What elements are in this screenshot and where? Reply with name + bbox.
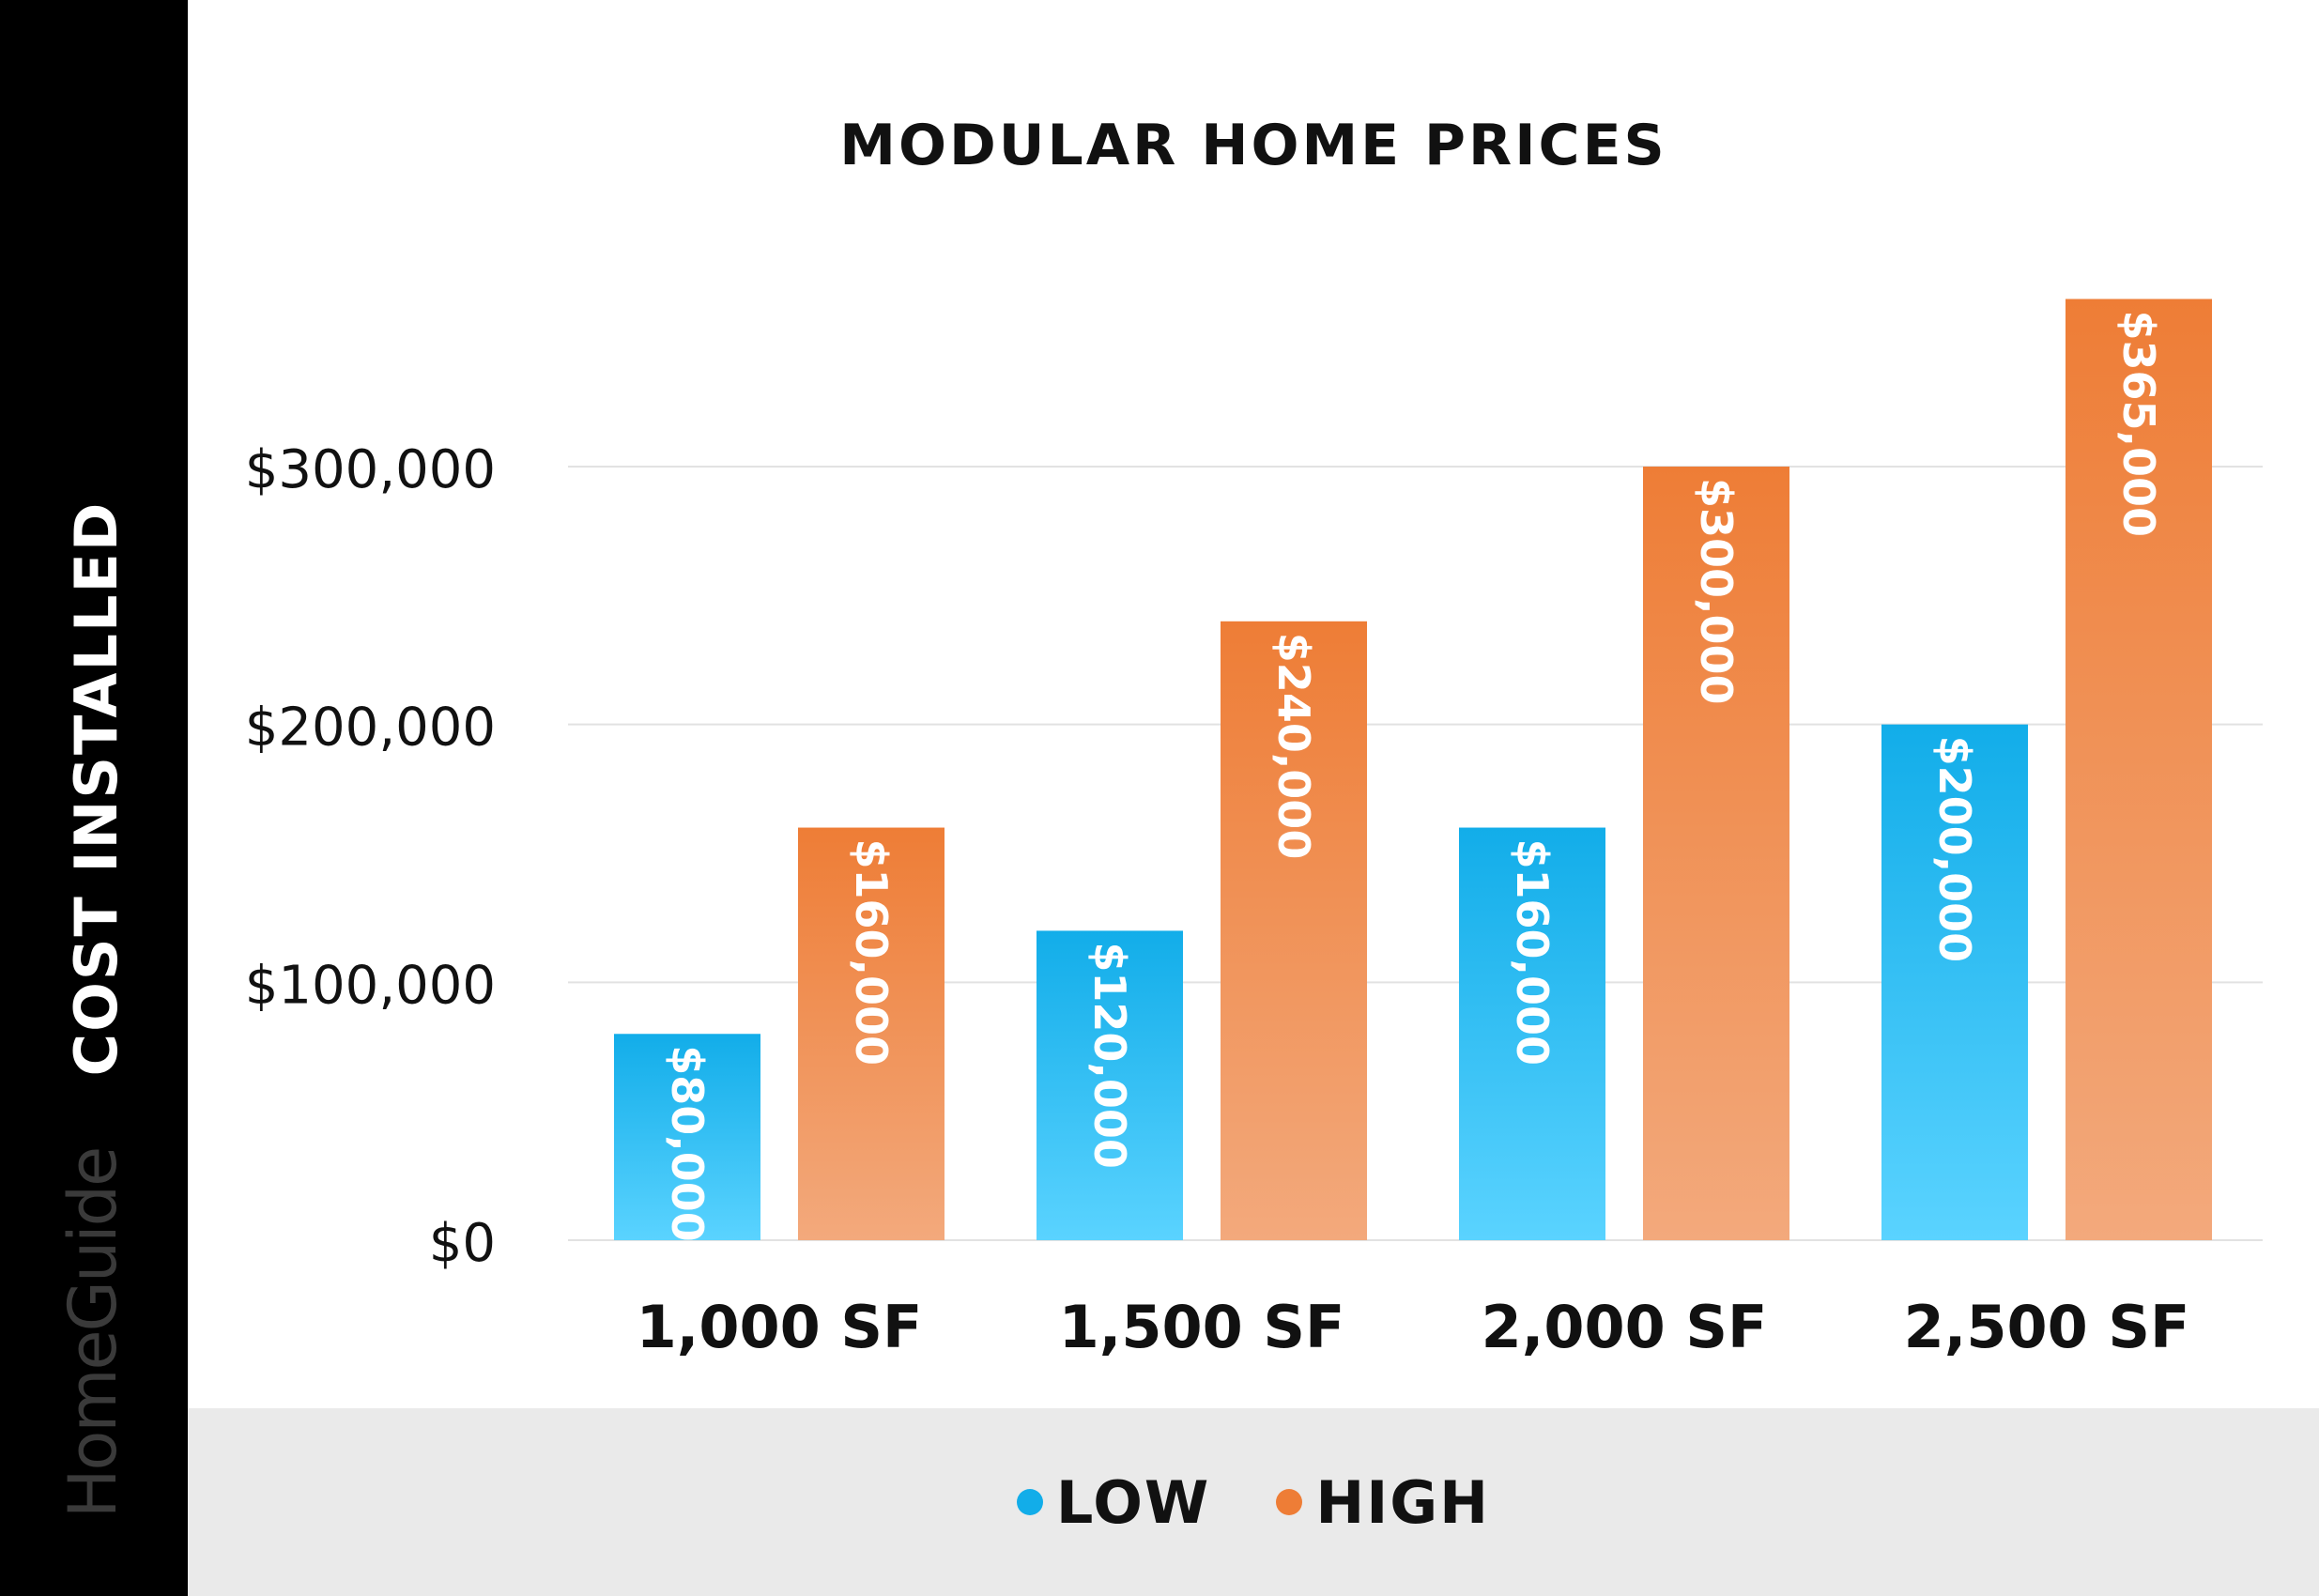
y-tick-label: $0 bbox=[429, 1213, 496, 1274]
x-tick-labels: 1,000 SF 1,500 SF 2,000 SF 2,500 SF bbox=[637, 1293, 2190, 1361]
legend-item-low: LOW bbox=[1016, 1467, 1211, 1537]
legend-label: HIGH bbox=[1315, 1467, 1491, 1537]
bar-value-label: $200,000 bbox=[1929, 736, 1980, 963]
bar-value-label: $160,000 bbox=[1507, 839, 1558, 1067]
chart-plot: $0 $100,000 $200,000 $300,000 $80,000 $160,0… bbox=[245, 299, 2263, 1361]
bar-high bbox=[1643, 467, 1789, 1240]
legend: LOW HIGH bbox=[188, 1408, 2319, 1596]
bar-value-label: $80,000 bbox=[662, 1045, 713, 1242]
legend-label: LOW bbox=[1055, 1467, 1211, 1537]
bar-value-label: $240,000 bbox=[1268, 633, 1319, 860]
y-tick-label: $300,000 bbox=[245, 439, 496, 500]
bar-value-label: $300,000 bbox=[1691, 478, 1742, 705]
bar-value-label: $365,000 bbox=[2113, 310, 2164, 537]
sidebar: COST INSTALLED HomeGuide bbox=[0, 0, 188, 1596]
bar-high bbox=[1221, 621, 1367, 1240]
bar-low bbox=[1037, 930, 1183, 1240]
legend-band: LOW HIGH bbox=[188, 1408, 2319, 1596]
bar-value-label: $120,000 bbox=[1084, 942, 1135, 1169]
x-tick-label: 2,500 SF bbox=[1904, 1293, 2190, 1361]
chart-title: MODULAR HOME PRICES bbox=[839, 113, 1667, 178]
y-tick-label: $100,000 bbox=[245, 955, 496, 1016]
x-tick-label: 2,000 SF bbox=[1482, 1293, 1768, 1361]
y-tick-label: $200,000 bbox=[245, 698, 496, 759]
x-tick-label: 1,000 SF bbox=[637, 1293, 923, 1361]
legend-swatch bbox=[1276, 1489, 1303, 1515]
bar-low bbox=[614, 1034, 760, 1240]
legend-item-high: HIGH bbox=[1276, 1468, 1490, 1537]
legend-swatch bbox=[1016, 1489, 1043, 1515]
x-tick-label: 1,500 SF bbox=[1059, 1293, 1345, 1361]
bars: $80,000 $160,000 $120,000 $240,000 $160,000 $… bbox=[614, 299, 2212, 1242]
bar-value-label: $160,000 bbox=[846, 839, 897, 1067]
bar-high bbox=[2066, 299, 2212, 1240]
bar-high bbox=[798, 827, 944, 1240]
bar-low bbox=[1459, 827, 1605, 1240]
bar-low bbox=[1881, 724, 2028, 1240]
y-tick-labels: $0 $100,000 $200,000 $300,000 bbox=[245, 439, 496, 1274]
